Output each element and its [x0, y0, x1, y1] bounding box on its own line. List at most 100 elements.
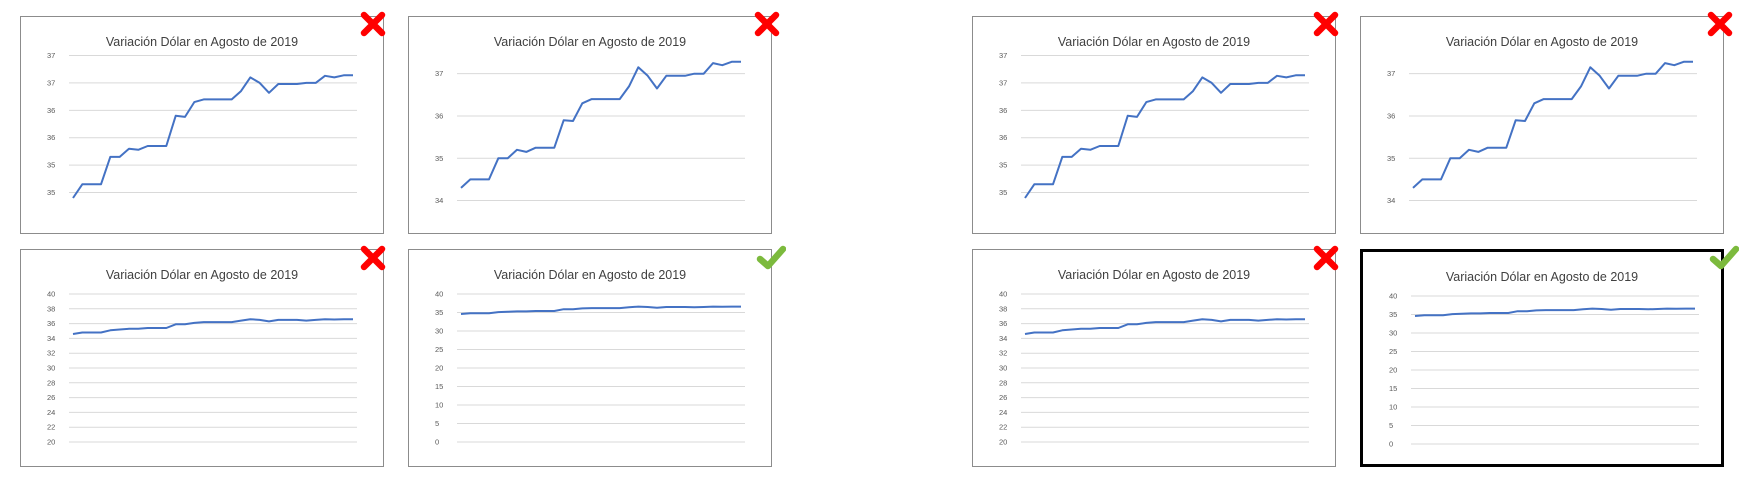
x-mark-icon [752, 9, 782, 39]
line-chart: 0 5 10 15 20 25 30 35 40 [435, 290, 745, 447]
y-tick-label: 10 [1389, 403, 1397, 412]
y-tick-label: 38 [47, 304, 55, 313]
y-tick-label: 32 [47, 349, 55, 358]
series-line [1024, 74, 1305, 199]
y-tick-label: 34 [1387, 196, 1395, 205]
chart-title: Variación Dólar en Agosto de 2019 [1445, 35, 1639, 49]
y-tick-label: 37 [47, 51, 55, 60]
line-chart: 35 35 36 36 37 37 [47, 51, 357, 199]
x-mark-icon [1311, 9, 1341, 39]
y-tick-label: 5 [435, 419, 439, 428]
y-tick-label: 40 [47, 290, 55, 299]
series-line [1024, 318, 1305, 335]
y-tick-label: 37 [999, 51, 1007, 60]
chart-panel-5[interactable]: Variación Dólar en Agosto de 2019 20 22 24… [20, 249, 384, 467]
chart-title: Variación Dólar en Agosto de 2019 [105, 35, 299, 49]
chart-title: Variación Dólar en Agosto de 2019 [1445, 270, 1639, 284]
y-tick-label: 40 [435, 290, 443, 299]
y-tick-label: 40 [1389, 292, 1397, 301]
chart-panel-4[interactable]: Variación Dólar en Agosto de 2019 34 35 36… [1360, 16, 1724, 234]
x-stroke [1313, 245, 1339, 271]
chart-title: Variación Dólar en Agosto de 2019 [493, 268, 687, 282]
y-tick-label: 35 [435, 154, 443, 163]
y-tick-label: 5 [1389, 421, 1393, 430]
x-mark-icon [1311, 243, 1341, 273]
y-tick-label: 37 [999, 78, 1007, 87]
y-tick-label: 37 [1387, 69, 1395, 78]
series-line [460, 305, 741, 315]
line-chart: 20 22 24 26 28 30 32 34 36 38 40 [47, 290, 357, 447]
y-tick-label: 38 [999, 304, 1007, 313]
x-stroke [1313, 11, 1339, 37]
check-stroke [1709, 245, 1739, 270]
y-tick-label: 26 [47, 393, 55, 402]
y-tick-label: 10 [435, 401, 443, 410]
y-tick-label: 30 [999, 364, 1007, 373]
y-tick-label: 35 [1387, 154, 1395, 163]
chart-panel-3[interactable]: Variación Dólar en Agosto de 2019 35 35 36… [972, 16, 1336, 234]
y-tick-label: 15 [435, 382, 443, 391]
x-mark-icon [358, 9, 388, 39]
line-chart: 0 5 10 15 20 25 30 35 40 [1389, 292, 1699, 449]
y-tick-label: 25 [1389, 347, 1397, 356]
y-tick-label: 30 [435, 327, 443, 336]
chart-title: Variación Dólar en Agosto de 2019 [1057, 35, 1251, 49]
chart-title: Variación Dólar en Agosto de 2019 [1057, 268, 1251, 282]
x-mark-icon [358, 243, 388, 273]
y-tick-label: 35 [47, 188, 55, 197]
line-chart: 34 35 36 37 [1387, 60, 1697, 205]
chart-panel-1[interactable]: Variación Dólar en Agosto de 2019 35 35 36… [20, 16, 384, 234]
y-tick-label: 35 [435, 308, 443, 317]
series-line [460, 60, 741, 189]
series-line [72, 318, 353, 335]
y-tick-label: 35 [999, 188, 1007, 197]
y-tick-label: 36 [47, 106, 55, 115]
y-tick-label: 36 [1387, 111, 1395, 120]
x-mark-icon [1705, 9, 1735, 39]
y-tick-label: 37 [47, 78, 55, 87]
x-stroke [754, 11, 780, 37]
check-mark-icon [1709, 243, 1739, 273]
series-line [72, 74, 353, 199]
y-tick-label: 34 [435, 196, 443, 205]
chart-panel-2[interactable]: Variación Dólar en Agosto de 2019 34 35 36… [408, 16, 772, 234]
y-tick-label: 36 [999, 133, 1007, 142]
y-tick-label: 0 [1389, 440, 1393, 449]
line-chart: 20 22 24 26 28 30 32 34 36 38 40 [999, 290, 1309, 447]
y-tick-label: 35 [47, 161, 55, 170]
chart-panel-7[interactable]: Variación Dólar en Agosto de 2019 20 22 24… [972, 249, 1336, 467]
x-stroke [360, 11, 386, 37]
y-tick-label: 20 [47, 438, 55, 447]
y-tick-label: 20 [1389, 366, 1397, 375]
x-stroke [1707, 11, 1733, 37]
y-tick-label: 37 [435, 69, 443, 78]
y-tick-label: 36 [47, 133, 55, 142]
y-tick-label: 36 [999, 319, 1007, 328]
chart-panel-6[interactable]: Variación Dólar en Agosto de 2019 0 5 10 15… [408, 249, 772, 467]
y-tick-label: 25 [435, 345, 443, 354]
y-tick-label: 35 [999, 161, 1007, 170]
y-tick-label: 24 [999, 408, 1007, 417]
y-tick-label: 22 [999, 423, 1007, 432]
series-line [1412, 60, 1693, 189]
line-chart: 34 35 36 37 [435, 60, 745, 205]
y-tick-label: 32 [999, 349, 1007, 358]
chart-title: Variación Dólar en Agosto de 2019 [493, 35, 687, 49]
y-tick-label: 36 [47, 319, 55, 328]
y-tick-label: 34 [999, 334, 1007, 343]
y-tick-label: 0 [435, 438, 439, 447]
line-chart: 35 35 36 36 37 37 [999, 51, 1309, 199]
y-tick-label: 28 [999, 378, 1007, 387]
y-tick-label: 15 [1389, 384, 1397, 393]
series-line [1414, 307, 1695, 317]
x-stroke [360, 245, 386, 271]
check-mark-icon [756, 243, 786, 273]
y-tick-label: 24 [47, 408, 55, 417]
y-tick-label: 20 [435, 364, 443, 373]
check-stroke [756, 245, 786, 270]
y-tick-label: 35 [1389, 310, 1397, 319]
y-tick-label: 30 [47, 364, 55, 373]
y-tick-label: 30 [1389, 329, 1397, 338]
chart-panel-8[interactable]: Variación Dólar en Agosto de 2019 0 5 10 15… [1360, 249, 1724, 467]
y-tick-label: 34 [47, 334, 55, 343]
